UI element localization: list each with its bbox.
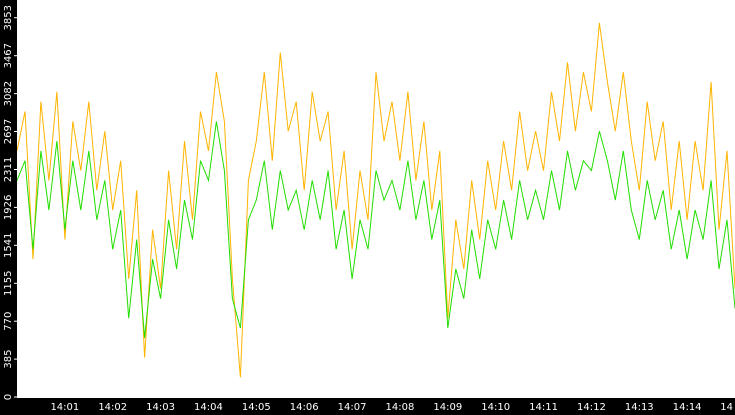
x-tick-label: 14:02 [98,402,127,413]
x-tick-label: 14:05 [242,402,271,413]
y-tick-label: 3853 [3,5,14,30]
x-tick-label: 14:13 [625,402,654,413]
x-tick-label: 14:04 [194,402,223,413]
y-tick-label: 2697 [3,119,14,144]
y-tick-label: 3467 [3,43,14,68]
x-tick-label: 14:09 [433,402,462,413]
data-line [17,22,735,378]
data-line [17,121,735,338]
x-tick-label: 14:11 [529,402,558,413]
plot-background [0,0,735,398]
x-tick-label: 14:01 [50,402,79,413]
x-tick-label: 14:10 [481,402,510,413]
y-tick-label: 1926 [3,195,14,220]
y-tick-label: 1541 [3,233,14,258]
x-tick-label: 14:03 [146,402,175,413]
plot-area [17,22,735,378]
y-tick-label: 3082 [3,81,14,106]
x-tick-label: 14:12 [577,402,606,413]
y-tick-label: 1155 [3,271,14,296]
x-tick-label: 14:14 [673,402,702,413]
y-tick-label: 2311 [3,157,14,182]
y-tick-label: 385 [3,350,14,369]
y-tick-label: 770 [3,312,14,331]
x-axis-strip [0,398,735,415]
x-tick-label: 14:08 [386,402,415,413]
x-tick-label: 14:06 [290,402,319,413]
x-tick-label: 14 [720,402,733,413]
y-axis-strip [0,0,17,415]
y-tick-label: 0 [3,394,14,400]
x-tick-label: 14:07 [338,402,367,413]
